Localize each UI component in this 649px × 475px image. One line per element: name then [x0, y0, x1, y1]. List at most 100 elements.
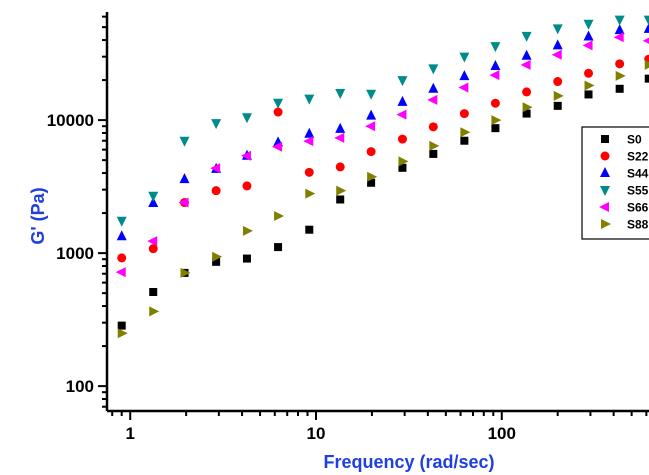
data-point-s0: [398, 163, 407, 172]
data-point-s0: [429, 149, 438, 158]
data-point-s0: [242, 254, 251, 263]
data-point-s0: [615, 84, 624, 93]
data-point-s66: [613, 32, 624, 43]
data-point-s0: [367, 178, 376, 187]
data-point-s55: [521, 31, 532, 42]
data-point-s0: [274, 243, 283, 252]
y-tick-label: 100: [66, 377, 94, 396]
data-point-s88: [212, 251, 223, 262]
legend-box: [581, 126, 649, 240]
data-point-s66: [210, 163, 221, 174]
data-point-s44: [552, 39, 563, 50]
data-point-s66: [147, 236, 158, 247]
y-tick-label: 10000: [47, 111, 94, 130]
data-point-s88: [367, 171, 378, 182]
data-point-s22: [366, 147, 376, 157]
legend-label-s55: S55: [627, 184, 649, 198]
data-point-s66: [396, 109, 407, 120]
data-point-s0: [117, 321, 126, 330]
data-point-s22: [273, 107, 283, 117]
legend-marker-s44: [600, 167, 610, 177]
x-tick-label: 10: [307, 424, 326, 443]
data-point-s0: [336, 195, 345, 204]
data-point-s0: [491, 124, 500, 133]
data-point-s22: [242, 181, 252, 191]
data-point-s55: [552, 24, 563, 35]
data-point-s55: [179, 136, 190, 147]
data-point-s88: [180, 267, 191, 278]
data-point-s22: [304, 167, 314, 177]
data-point-s44: [335, 122, 346, 133]
data-point-s55: [459, 52, 470, 63]
data-point-s55: [428, 64, 439, 75]
data-point-s22: [584, 68, 594, 78]
legend: S0 S22 S44 S55 S66 S88: [581, 126, 649, 240]
data-point-s88: [117, 328, 128, 339]
data-point-s44: [397, 95, 408, 106]
legend-label-s44: S44: [627, 167, 649, 181]
data-point-s44: [366, 109, 377, 120]
data-point-s0: [460, 136, 469, 145]
data-point-s88: [553, 90, 564, 101]
ticks: 1 10 100 100 1000 10000: [47, 15, 648, 443]
data-point-s22: [117, 253, 127, 263]
data-point-s44: [116, 230, 127, 241]
data-point-s88: [615, 70, 626, 81]
data-point-s66: [115, 267, 126, 278]
data-point-s88: [336, 185, 347, 196]
axes: [105, 12, 649, 413]
data-point-s66: [178, 197, 189, 208]
data-point-s0: [553, 101, 562, 110]
data-point-s55: [116, 216, 127, 227]
data-point-s0: [212, 257, 221, 266]
data-point-s22: [211, 186, 221, 196]
data-point-s44: [148, 197, 159, 208]
data-point-s44: [521, 49, 532, 60]
data-point-s22: [522, 87, 532, 97]
data-point-s55: [273, 98, 284, 109]
data-point-s0: [305, 225, 314, 234]
data-points: [115, 15, 649, 339]
data-point-s66: [489, 70, 500, 81]
legend-marker-s66: [599, 202, 609, 212]
data-point-s44: [459, 70, 470, 81]
data-point-s66: [240, 150, 251, 161]
x-tick-label: 100: [488, 424, 516, 443]
y-axis-title: G' (Pa): [28, 187, 48, 244]
data-point-s0: [644, 74, 649, 83]
legend-marker-s55: [600, 186, 610, 196]
data-point-s22: [428, 122, 438, 132]
data-point-s66: [582, 40, 593, 51]
data-point-s44: [614, 24, 625, 35]
data-point-s55: [397, 76, 408, 87]
data-point-s55: [643, 15, 649, 26]
data-point-s66: [303, 136, 314, 147]
data-point-s44: [428, 82, 439, 93]
data-point-s44: [643, 22, 649, 33]
data-point-s88: [522, 102, 533, 113]
x-tick-label: 1: [125, 424, 134, 443]
data-point-s66: [427, 94, 438, 105]
data-point-s55: [211, 119, 222, 130]
data-point-s66: [551, 49, 562, 60]
data-point-s55: [583, 19, 594, 30]
legend-label-s0: S0: [627, 133, 642, 147]
data-point-s88: [305, 188, 316, 199]
data-point-s55: [614, 15, 625, 26]
data-point-s55: [241, 113, 252, 124]
legend-label-s88: S88: [627, 218, 649, 232]
data-point-s88: [149, 306, 160, 317]
data-point-s22: [459, 109, 469, 119]
data-point-s88: [491, 115, 502, 126]
data-point-s22: [397, 134, 407, 144]
data-point-s22: [553, 77, 563, 87]
data-point-s0: [149, 288, 158, 297]
data-point-s88: [274, 211, 285, 222]
data-point-s55: [490, 42, 501, 53]
data-point-s22: [615, 59, 625, 69]
data-point-s55: [304, 94, 315, 105]
data-point-s66: [520, 59, 531, 70]
data-point-s88: [644, 59, 649, 70]
data-point-s0: [522, 109, 531, 118]
